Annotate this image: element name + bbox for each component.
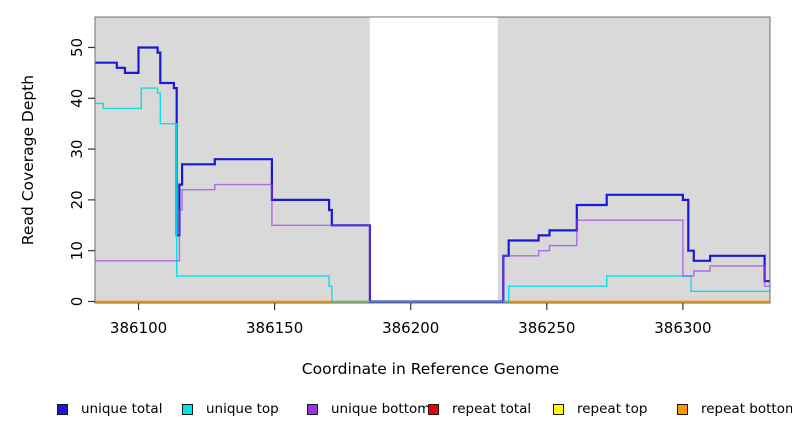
legend-label: unique top bbox=[206, 401, 279, 417]
legend-swatch-repeat-total bbox=[428, 403, 439, 415]
legend-label: repeat bottom bbox=[701, 401, 792, 417]
x-tick-label: 386300 bbox=[654, 319, 711, 337]
y-tick-label: 20 bbox=[68, 190, 86, 209]
legend-item-unique-top: unique top bbox=[182, 400, 279, 418]
series-unique-top-line bbox=[95, 87, 770, 303]
legend-item-repeat-total: repeat total bbox=[428, 400, 531, 418]
x-tick-label: 386100 bbox=[110, 319, 167, 337]
legend-label: unique bottom bbox=[331, 401, 431, 417]
legend-swatch-repeat-top bbox=[553, 403, 564, 415]
legend-item-unique-total: unique total bbox=[57, 400, 162, 418]
x-axis-title: Coordinate in Reference Genome bbox=[302, 360, 559, 378]
x-tick-label: 386150 bbox=[246, 319, 303, 337]
legend-item-unique-bottom: unique bottom bbox=[307, 400, 430, 418]
legend-item-repeat-bottom: repeat bottom bbox=[677, 400, 792, 418]
legend-item-repeat-top: repeat top bbox=[553, 400, 647, 418]
legend-label: repeat total bbox=[452, 401, 532, 417]
legend-swatch-unique-top bbox=[182, 403, 193, 415]
x-tick-label: 386200 bbox=[382, 319, 439, 337]
plot-box bbox=[94, 16, 771, 304]
legend-label: repeat top bbox=[577, 401, 648, 417]
repeat-region bbox=[369, 17, 498, 303]
x-tick-label: 386250 bbox=[518, 319, 575, 337]
legend-swatch-repeat-bottom bbox=[677, 403, 688, 415]
legend-label: unique total bbox=[81, 401, 163, 417]
unique-region-right bbox=[497, 17, 770, 303]
y-axis-title: Read Coverage Depth bbox=[19, 75, 37, 245]
y-tick-label: 30 bbox=[68, 140, 86, 159]
legend-swatch-unique-bottom bbox=[307, 403, 318, 415]
y-tick-label: 10 bbox=[68, 241, 86, 260]
y-tick-label: 40 bbox=[68, 89, 86, 108]
legend-swatch-unique-total bbox=[57, 403, 68, 415]
y-tick-label: 50 bbox=[68, 38, 86, 57]
legend: unique total unique top unique bottom repea… bbox=[0, 400, 792, 420]
series-unique-total-line bbox=[95, 46, 770, 303]
y-tick-label: 0 bbox=[68, 297, 86, 307]
series-unique-bottom-line bbox=[95, 183, 770, 303]
